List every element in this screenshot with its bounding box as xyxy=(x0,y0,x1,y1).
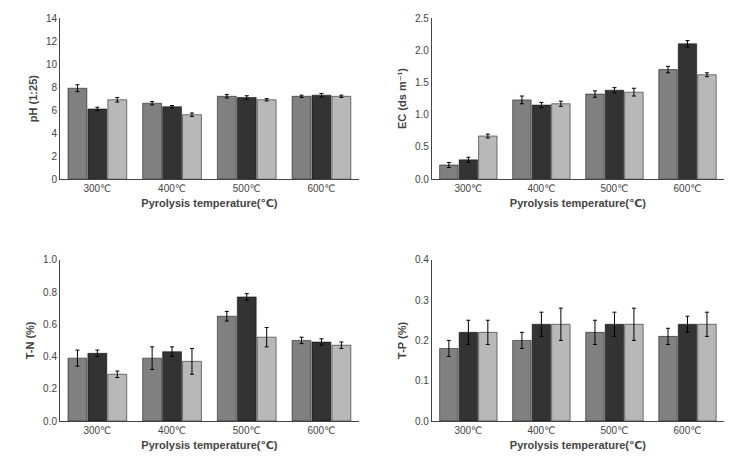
svg-text:10: 10 xyxy=(46,59,58,70)
svg-text:600℃: 600℃ xyxy=(307,183,335,194)
svg-text:0.4: 0.4 xyxy=(43,351,57,362)
svg-text:1.0: 1.0 xyxy=(43,254,57,265)
svg-text:2.0: 2.0 xyxy=(415,45,429,56)
svg-text:0.0: 0.0 xyxy=(43,416,57,427)
svg-text:0.2: 0.2 xyxy=(415,335,429,346)
svg-text:pH (1:25): pH (1:25) xyxy=(27,75,39,122)
svg-text:12: 12 xyxy=(46,36,58,47)
svg-text:Pyrolysis temperature(℃): Pyrolysis temperature(℃) xyxy=(510,439,647,451)
svg-text:0.1: 0.1 xyxy=(415,375,429,386)
svg-text:600℃: 600℃ xyxy=(307,425,335,436)
svg-text:Pyrolysis temperature(℃): Pyrolysis temperature(℃) xyxy=(510,197,647,209)
svg-text:500℃: 500℃ xyxy=(233,183,261,194)
svg-text:0.2: 0.2 xyxy=(43,383,57,394)
svg-text:0.0: 0.0 xyxy=(415,174,429,185)
svg-text:2.5: 2.5 xyxy=(415,13,429,24)
svg-text:2: 2 xyxy=(51,151,57,162)
svg-text:0.6: 0.6 xyxy=(43,319,57,330)
svg-text:600℃: 600℃ xyxy=(674,425,702,436)
svg-text:Pyrolysis temperature(℃): Pyrolysis temperature(℃) xyxy=(141,439,278,451)
svg-text:600℃: 600℃ xyxy=(674,183,702,194)
svg-text:0.3: 0.3 xyxy=(415,295,429,306)
svg-text:300℃: 300℃ xyxy=(454,425,482,436)
svg-text:T-N (%): T-N (%) xyxy=(24,321,36,359)
svg-text:300℃: 300℃ xyxy=(454,183,482,194)
svg-text:400℃: 400℃ xyxy=(527,425,555,436)
svg-text:6: 6 xyxy=(51,105,57,116)
svg-text:300℃: 300℃ xyxy=(83,425,111,436)
svg-text:1.0: 1.0 xyxy=(415,109,429,120)
svg-text:500℃: 500℃ xyxy=(600,425,628,436)
svg-text:14: 14 xyxy=(46,13,58,24)
svg-text:0.5: 0.5 xyxy=(415,141,429,152)
svg-text:T-P (%): T-P (%) xyxy=(396,322,408,359)
svg-text:Pyrolysis temperature(℃): Pyrolysis temperature(℃) xyxy=(141,197,278,209)
svg-text:400℃: 400℃ xyxy=(158,183,186,194)
svg-text:0: 0 xyxy=(51,174,57,185)
svg-text:0.8: 0.8 xyxy=(43,287,57,298)
svg-text:500℃: 500℃ xyxy=(600,183,628,194)
svg-text:300℃: 300℃ xyxy=(83,183,111,194)
svg-text:500℃: 500℃ xyxy=(233,425,261,436)
svg-text:400℃: 400℃ xyxy=(527,183,555,194)
svg-text:0.4: 0.4 xyxy=(415,254,429,265)
svg-text:EC (ds m⁻¹): EC (ds m⁻¹) xyxy=(396,68,408,129)
svg-text:8: 8 xyxy=(51,82,57,93)
svg-text:1.5: 1.5 xyxy=(415,77,429,88)
svg-text:4: 4 xyxy=(51,128,57,139)
svg-text:400℃: 400℃ xyxy=(158,425,186,436)
svg-text:0.0: 0.0 xyxy=(415,416,429,427)
